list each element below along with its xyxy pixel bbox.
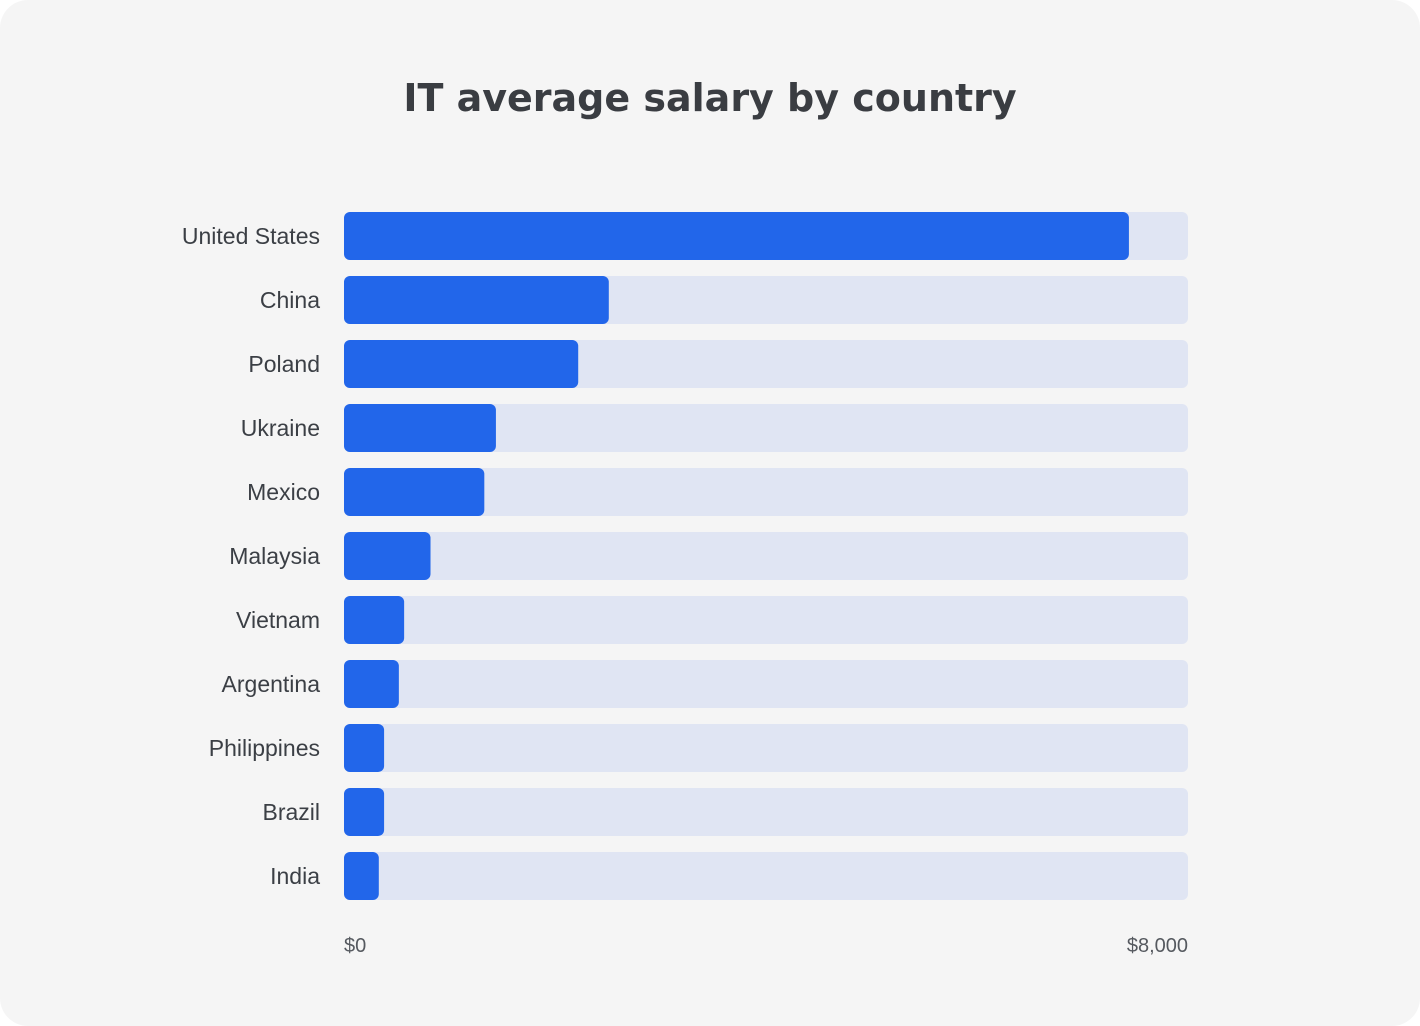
bar-argentina	[344, 660, 399, 708]
bar-track-malaysia	[344, 532, 1188, 580]
category-label-united-states: United States	[182, 223, 320, 249]
category-label-china: China	[260, 287, 320, 313]
category-label-poland: Poland	[248, 351, 320, 377]
chart-title: IT average salary by country	[403, 76, 1017, 120]
bar-philippines	[344, 724, 385, 772]
category-label-mexico: Mexico	[247, 479, 320, 505]
category-label-india: India	[270, 863, 320, 889]
bar-united-states	[344, 212, 1129, 260]
bar-ukraine	[344, 404, 496, 452]
category-label-philippines: Philippines	[209, 735, 320, 761]
bar-track-philippines	[344, 724, 1188, 772]
bar-track-mexico	[344, 468, 1188, 516]
bar-vietnam	[344, 596, 405, 644]
bar-malaysia	[344, 532, 431, 580]
category-label-vietnam: Vietnam	[236, 607, 320, 633]
bar-track-vietnam	[344, 596, 1188, 644]
x-tick-label: $8,000	[1127, 935, 1188, 957]
bar-track-india	[344, 852, 1188, 900]
category-label-malaysia: Malaysia	[229, 543, 320, 569]
bar-track-brazil	[344, 788, 1188, 836]
bar-brazil	[344, 788, 385, 836]
bar-china	[344, 276, 609, 324]
bar-track-ukraine	[344, 404, 1188, 452]
category-label-argentina: Argentina	[222, 671, 321, 697]
bar-track-argentina	[344, 660, 1188, 708]
x-tick-label: $0	[344, 935, 366, 957]
category-label-ukraine: Ukraine	[241, 415, 320, 441]
bar-mexico	[344, 468, 485, 516]
bar-poland	[344, 340, 579, 388]
category-label-brazil: Brazil	[262, 799, 320, 825]
bar-india	[344, 852, 379, 900]
